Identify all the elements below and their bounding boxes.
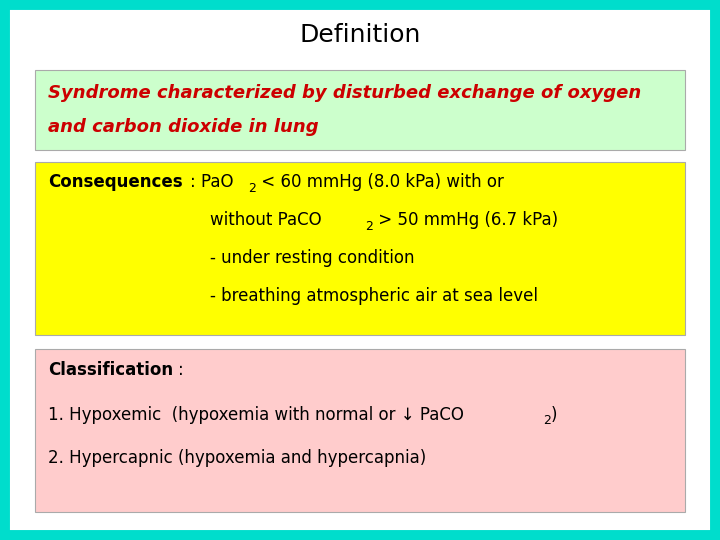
Text: 2. Hypercapnic (hypoxemia and hypercapnia): 2. Hypercapnic (hypoxemia and hypercapni… xyxy=(48,449,426,467)
Text: 2: 2 xyxy=(543,415,551,428)
Text: and carbon dioxide in lung: and carbon dioxide in lung xyxy=(48,118,319,136)
FancyBboxPatch shape xyxy=(3,3,717,537)
FancyBboxPatch shape xyxy=(35,162,685,335)
FancyBboxPatch shape xyxy=(35,349,685,512)
Text: : PaO: : PaO xyxy=(190,173,233,191)
Text: without PaCO: without PaCO xyxy=(210,211,322,229)
Text: > 50 mmHg (6.7 kPa): > 50 mmHg (6.7 kPa) xyxy=(373,211,558,229)
Text: 1. Hypoxemic  (hypoxemia with normal or ↓ PaCO: 1. Hypoxemic (hypoxemia with normal or ↓… xyxy=(48,406,464,424)
Text: - under resting condition: - under resting condition xyxy=(210,249,415,267)
Text: Classification: Classification xyxy=(48,361,173,379)
Text: < 60 mmHg (8.0 kPa) with or: < 60 mmHg (8.0 kPa) with or xyxy=(256,173,504,191)
Text: Consequences: Consequences xyxy=(48,173,183,191)
Text: ): ) xyxy=(551,406,557,424)
Text: - breathing atmospheric air at sea level: - breathing atmospheric air at sea level xyxy=(210,287,538,305)
Text: 2: 2 xyxy=(248,181,256,194)
Text: Definition: Definition xyxy=(300,23,420,47)
Text: Syndrome characterized by disturbed exchange of oxygen: Syndrome characterized by disturbed exch… xyxy=(48,84,642,102)
Text: 2: 2 xyxy=(365,219,373,233)
Text: :: : xyxy=(178,361,184,379)
FancyBboxPatch shape xyxy=(35,70,685,150)
